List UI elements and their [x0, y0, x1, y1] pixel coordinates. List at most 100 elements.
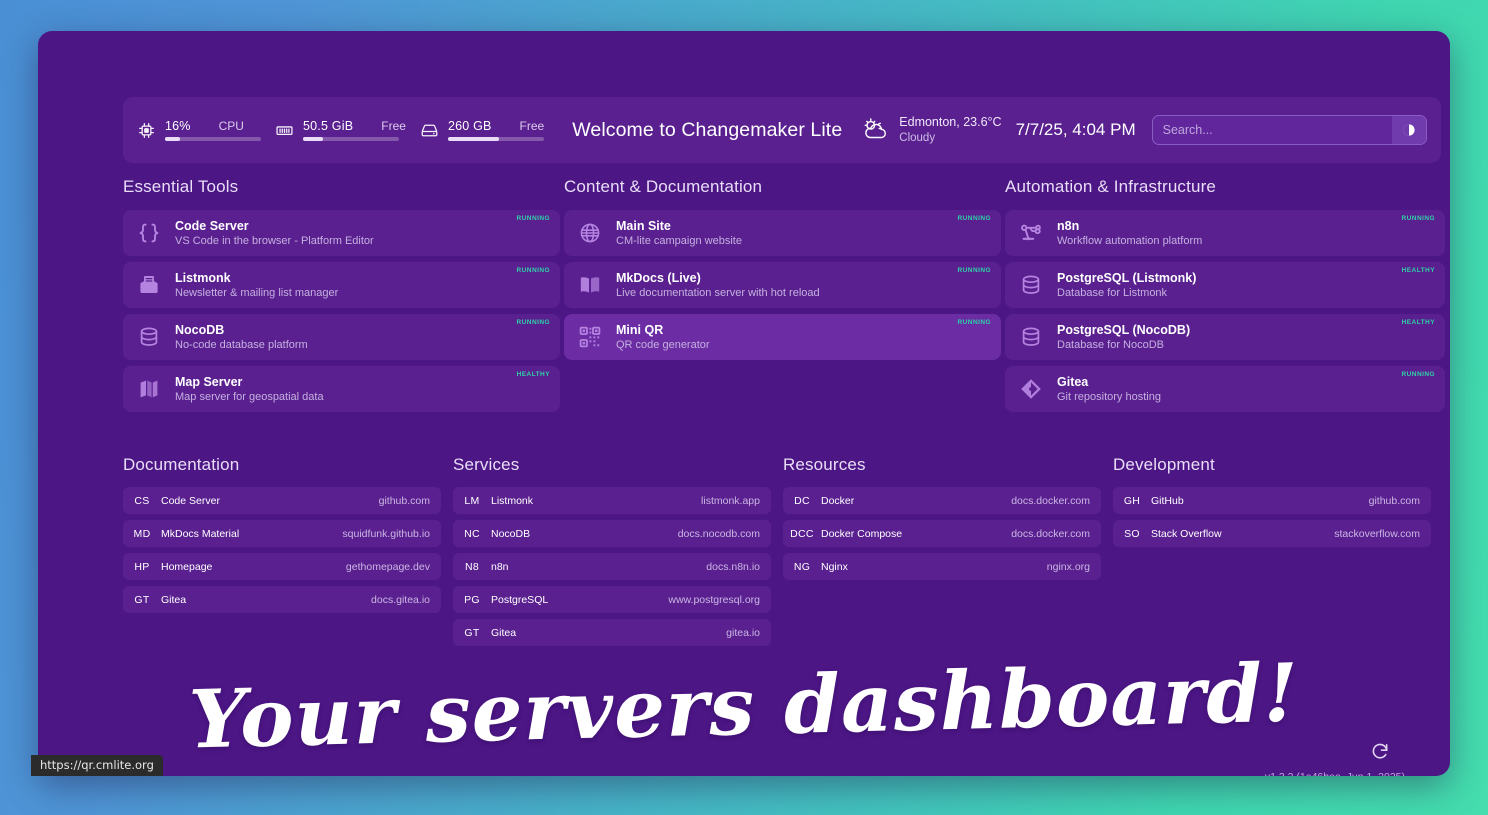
service-card[interactable]: PostgreSQL (NocoDB) Database for NocoDB HE… — [1005, 314, 1445, 360]
disk-icon — [420, 121, 439, 140]
bookmark-url: squidfunk.github.io — [342, 527, 430, 540]
status-badge: RUNNING — [957, 319, 991, 326]
weather-widget: Edmonton, 23.6°C Cloudy — [860, 115, 1002, 145]
bookmark-row[interactable]: CS Code Server github.com — [123, 487, 441, 514]
n8n-icon — [1019, 221, 1045, 245]
refresh-icon — [1370, 741, 1390, 761]
bookmark-group: Documentation CS Code Server github.com MD Mk… — [123, 455, 453, 652]
service-description: Database for NocoDB — [1057, 339, 1164, 351]
gitea-icon — [1019, 377, 1045, 401]
bookmark-name: Gitea — [491, 626, 517, 639]
service-description: Git repository hosting — [1057, 391, 1161, 403]
service-name: Map Server — [175, 375, 243, 389]
service-card[interactable]: Gitea Git repository hosting RUNNING — [1005, 366, 1445, 412]
stat-value: 50.5 GiB — [303, 119, 354, 133]
bookmark-name: Homepage — [161, 560, 213, 573]
bookmark-row[interactable]: DCC Docker Compose docs.docker.com — [783, 520, 1101, 547]
service-card[interactable]: Map Server Map server for geospatial data… — [123, 366, 560, 412]
bookmark-row[interactable]: N8 n8n docs.n8n.io — [453, 553, 771, 580]
status-badge: HEALTHY — [1401, 267, 1435, 274]
service-group: Content & Documentation Main Site CM-lite … — [564, 177, 1001, 418]
bookmark-url: listmonk.app — [701, 494, 760, 507]
bookmark-name: Stack Overflow — [1151, 527, 1222, 540]
service-description: Map server for geospatial data — [175, 391, 324, 403]
service-card[interactable]: Code Server VS Code in the browser - Plat… — [123, 210, 560, 256]
refresh-button[interactable] — [1370, 741, 1390, 761]
service-group: Automation & Infrastructure n8n Workflow a… — [1005, 177, 1445, 418]
browser-status-url: https://qr.cmlite.org — [31, 755, 163, 776]
bookmark-row[interactable]: HP Homepage gethomepage.dev — [123, 553, 441, 580]
bookmark-abbr: DCC — [790, 527, 814, 540]
bookmark-url: nginx.org — [1046, 560, 1090, 573]
envelope-icon — [137, 273, 163, 297]
stat-progress-bar — [165, 137, 261, 141]
bookmark-row[interactable]: NG Nginx nginx.org — [783, 553, 1101, 580]
stat-label: Free — [381, 119, 406, 133]
header-bar: 16% CPU 50.5 GiB Free 260 GB Free Welcome to … — [123, 97, 1441, 163]
bookmark-row[interactable]: PG PostgreSQL www.postgresql.org — [453, 586, 771, 613]
bookmark-row[interactable]: LM Listmonk listmonk.app — [453, 487, 771, 514]
book-icon — [578, 273, 604, 297]
service-description: No-code database platform — [175, 339, 308, 351]
status-badge: RUNNING — [516, 267, 550, 274]
bookmark-row[interactable]: GT Gitea docs.gitea.io — [123, 586, 441, 613]
map-icon — [137, 377, 163, 401]
bookmark-abbr: NG — [793, 560, 811, 573]
service-card[interactable]: PostgreSQL (Listmonk) Database for Listmo… — [1005, 262, 1445, 308]
service-description: QR code generator — [616, 339, 710, 351]
dashboard-panel: 16% CPU 50.5 GiB Free 260 GB Free Welcome to … — [38, 31, 1450, 776]
system-stats: 16% CPU 50.5 GiB Free 260 GB Free — [137, 119, 558, 141]
service-card[interactable]: n8n Workflow automation platform RUNNING — [1005, 210, 1445, 256]
bookmark-name: Code Server — [161, 494, 220, 507]
status-badge: RUNNING — [957, 215, 991, 222]
bookmark-row[interactable]: NC NocoDB docs.nocodb.com — [453, 520, 771, 547]
bookmark-url: www.postgresql.org — [668, 593, 760, 606]
memory-icon — [275, 121, 294, 140]
bookmark-abbr: DC — [794, 494, 810, 507]
search-input[interactable] — [1152, 116, 1392, 144]
bookmark-row[interactable]: GT Gitea gitea.io — [453, 619, 771, 646]
version-label: v1.3.2 (1a46baa, Jun 1, 2025) — [1265, 771, 1405, 776]
datetime-display: 7/7/25, 4:04 PM — [1015, 120, 1136, 139]
bookmark-group-title: Development — [1113, 455, 1215, 474]
bookmark-row[interactable]: DC Docker docs.docker.com — [783, 487, 1101, 514]
bookmark-row[interactable]: GH GitHub github.com — [1113, 487, 1431, 514]
status-badge: RUNNING — [516, 319, 550, 326]
bookmark-group-title: Resources — [783, 455, 866, 474]
service-description: Live documentation server with hot reloa… — [616, 287, 820, 299]
bookmark-name: GitHub — [1151, 494, 1184, 507]
bookmark-name: Listmonk — [491, 494, 534, 507]
stat-cpu-0: 16% CPU — [137, 119, 275, 141]
bookmark-url: docs.docker.com — [1011, 494, 1090, 507]
status-badge: RUNNING — [1401, 215, 1435, 222]
annotation-text: Your servers dashboard! — [187, 645, 1301, 767]
bookmark-group: Services LM Listmonk listmonk.app NC NocoDB do… — [453, 455, 783, 652]
service-group: Essential Tools Code Server VS Code in the… — [123, 177, 560, 418]
service-card[interactable]: Mini QR QR code generator RUNNING — [564, 314, 1001, 360]
search-toggle-button[interactable] — [1392, 116, 1426, 144]
search-toggle-icon — [1402, 123, 1416, 137]
service-name: Gitea — [1057, 375, 1089, 389]
service-card[interactable]: Listmonk Newsletter & mailing list manage… — [123, 262, 560, 308]
database-icon — [137, 325, 163, 349]
search-bar[interactable] — [1151, 115, 1427, 145]
service-card[interactable]: NocoDB No-code database platform RUNNING — [123, 314, 560, 360]
bookmark-url: github.com — [378, 494, 430, 507]
bookmark-url: docs.nocodb.com — [677, 527, 760, 540]
database-icon — [1019, 325, 1045, 349]
service-card[interactable]: MkDocs (Live) Live documentation server w… — [564, 262, 1001, 308]
bookmark-name: Docker — [821, 494, 855, 507]
service-description: Workflow automation platform — [1057, 235, 1203, 247]
bookmark-row[interactable]: SO Stack Overflow stackoverflow.com — [1113, 520, 1431, 547]
bookmark-abbr: N8 — [464, 560, 480, 573]
bookmark-row[interactable]: MD MkDocs Material squidfunk.github.io — [123, 520, 441, 547]
bookmark-url: stackoverflow.com — [1334, 527, 1420, 540]
service-groups: Essential Tools Code Server VS Code in the… — [123, 177, 1445, 418]
stat-value: 260 GB — [447, 119, 492, 133]
welcome-title: Welcome to Changemaker Lite — [572, 118, 843, 141]
service-card[interactable]: Main Site CM-lite campaign website RUNNING — [564, 210, 1001, 256]
bookmark-group-title: Documentation — [123, 455, 240, 474]
bookmark-group: Development GH GitHub github.com SO Stack Ove… — [1113, 455, 1443, 652]
stat-progress-bar — [303, 137, 399, 141]
database-icon — [1019, 273, 1045, 297]
